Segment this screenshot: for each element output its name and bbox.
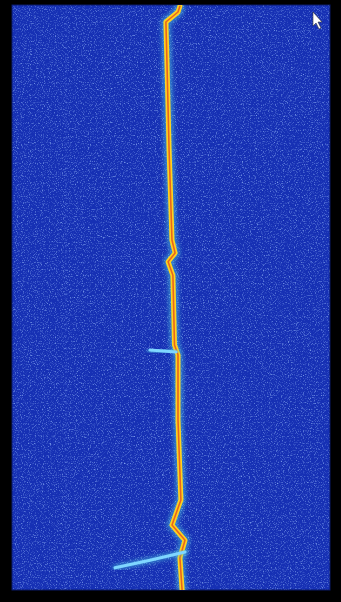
cursor: [313, 12, 322, 29]
plot-frame: [12, 5, 330, 590]
traces: [115, 6, 185, 590]
chart-root: [0, 0, 341, 602]
trace-halo: [150, 350, 176, 352]
trace-core: [166, 6, 185, 590]
page: {"chart_data": { "type": "line", "tick_l…: [0, 0, 341, 602]
signal-spur: [150, 350, 176, 352]
frame: [0, 0, 341, 602]
plot-background: [12, 5, 330, 590]
trace-halo: [166, 6, 185, 590]
noise: [12, 5, 330, 590]
faint-carrier: [66, 5, 67, 590]
spectrogram: [0, 0, 341, 602]
signal-spur: [115, 552, 185, 568]
signal-trace: [166, 6, 185, 590]
trace-halo: [115, 552, 185, 568]
